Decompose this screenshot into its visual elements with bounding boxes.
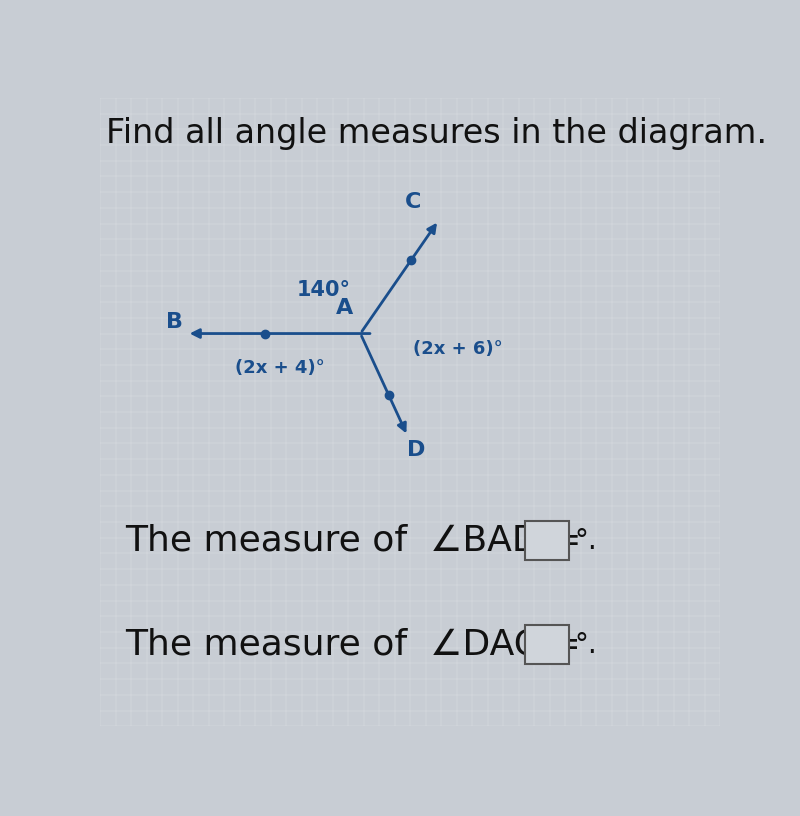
Text: (2x + 6)°: (2x + 6)° [413,340,503,358]
Text: A: A [336,298,354,317]
Bar [525,521,570,561]
Text: The measure of  ∠DAC =: The measure of ∠DAC = [125,628,592,662]
Text: (2x + 4)°: (2x + 4)° [235,359,325,377]
Text: °.: °. [574,631,597,659]
Text: Find all angle measures in the diagram.: Find all angle measures in the diagram. [106,117,767,150]
Text: °.: °. [574,527,597,555]
Text: B: B [166,313,183,332]
Text: 140°: 140° [296,280,350,299]
Text: C: C [405,192,422,211]
Text: The measure of  ∠BAD =: The measure of ∠BAD = [125,524,593,558]
Bar [525,625,570,664]
Text: D: D [407,440,426,459]
